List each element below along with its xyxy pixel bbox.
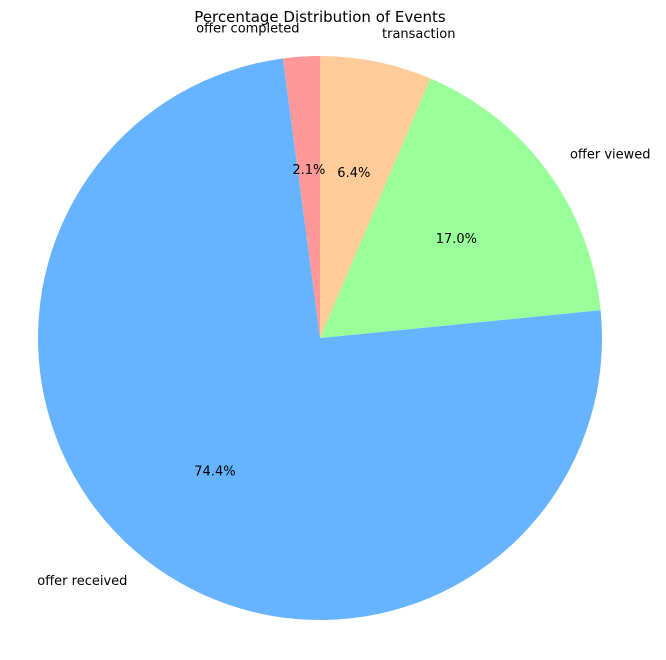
pie-slice-offer-completed: [282, 56, 320, 338]
slice-label-transaction: transaction: [382, 27, 455, 42]
slice-label-offer-completed: offer completed: [196, 21, 299, 36]
pie-slice-transaction: [320, 56, 431, 338]
pie-slices: [37, 56, 602, 620]
slice-label-offer-viewed: offer viewed: [570, 147, 651, 162]
pie-labels: offer completed 2.1% offer received 74.4% of…: [37, 21, 650, 589]
slice-label-offer-received: offer received: [37, 574, 127, 589]
slice-pct-transaction: 6.4%: [337, 166, 370, 181]
chart-title: Percentage Distribution of Events: [194, 8, 446, 26]
slice-pct-offer-received: 74.4%: [194, 465, 235, 480]
pie-slice-offer-viewed: [320, 78, 601, 338]
slice-pct-offer-completed: 2.1%: [292, 163, 325, 178]
slice-pct-offer-viewed: 17.0%: [436, 232, 477, 247]
pie-slice-offer-received: [37, 58, 602, 620]
